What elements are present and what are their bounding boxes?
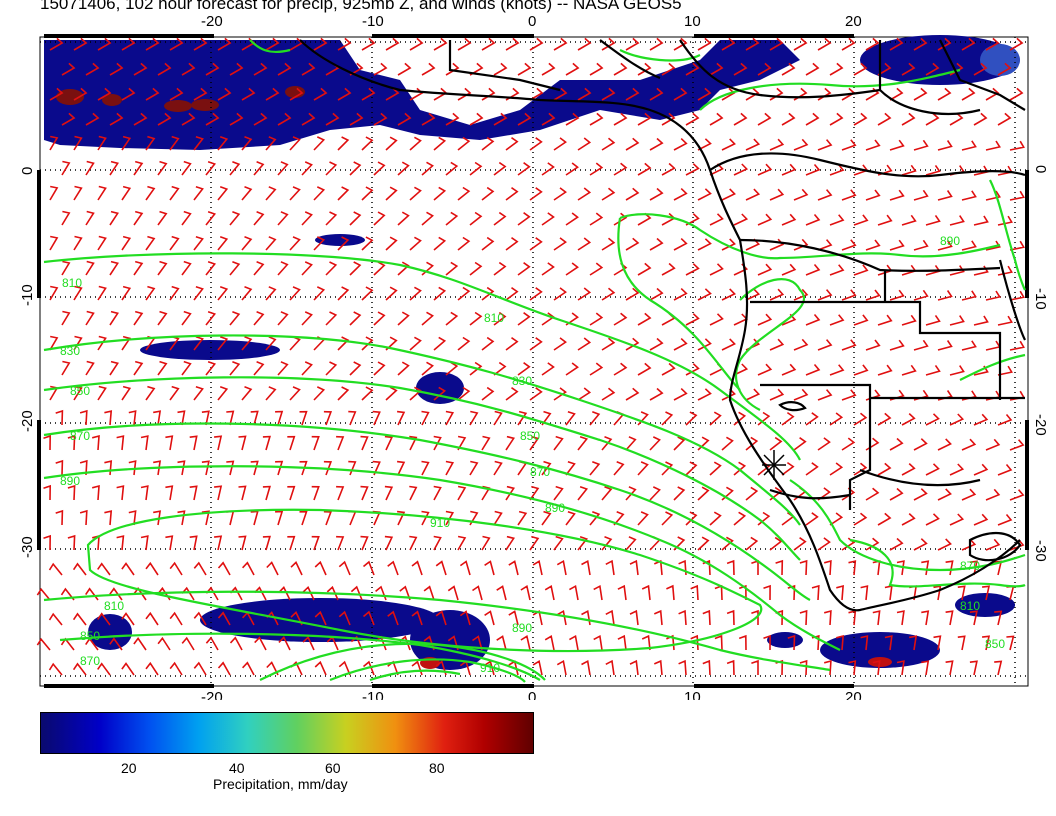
contour-label: 910: [480, 661, 500, 675]
lat-ticks-left: 0 -10 -20 -30: [19, 167, 36, 558]
colorbar-tick: 80: [429, 760, 445, 776]
contour-label: 830: [512, 374, 532, 388]
contour-label: 850: [80, 629, 100, 643]
coastlines-borders: [299, 39, 1026, 612]
lon-tick-top: 0: [528, 13, 536, 30]
lat-tick-right: -30: [1032, 540, 1049, 562]
contour-label: 870: [530, 465, 550, 479]
axis-edge-bars: [37, 34, 1029, 688]
wind-barb-set: [36, 37, 1025, 676]
lon-tick-top: -10: [362, 13, 384, 30]
colorbar-title: Precipitation, mm/day: [213, 776, 348, 792]
colorbar-tick: 40: [229, 760, 245, 776]
lat-tick-right: 0: [1032, 165, 1049, 173]
contour-label: 890: [60, 474, 80, 488]
lon-tick-top: 10: [684, 13, 701, 30]
lat-tick-left: -10: [19, 284, 36, 306]
colorbar-tick: 60: [325, 760, 341, 776]
lon-tick-bottom: 0: [528, 689, 536, 700]
graticule: [40, 37, 1028, 686]
lon-ticks-bottom: -20 -10 0 10 20: [201, 689, 862, 700]
contour-label: 810: [484, 311, 504, 325]
contour-label: 810: [960, 599, 980, 613]
contour-label: 850: [70, 384, 90, 398]
forecast-map[interactable]: 810 830 850 870 890 910 810 830 850 870 …: [0, 0, 1056, 700]
lon-tick-bottom: 20: [845, 689, 862, 700]
contour-label: 890: [512, 621, 532, 635]
lat-tick-right: -10: [1032, 288, 1049, 310]
lon-tick-bottom: -10: [362, 689, 384, 700]
contour-labels: 810 830 850 870 890 910 810 830 850 870 …: [60, 234, 1005, 675]
lon-tick-top: 20: [845, 13, 862, 30]
contour-label: 910: [430, 516, 450, 530]
precipitation-field: [44, 35, 1020, 670]
contour-label: 870: [70, 429, 90, 443]
colorbar-tick: 20: [121, 760, 137, 776]
height-contours: [43, 39, 1026, 683]
precip-colorbar: [40, 712, 534, 754]
lon-tick-bottom: 10: [684, 689, 701, 700]
wind-barbs: [36, 37, 1025, 676]
contour-label: 890: [940, 234, 960, 248]
location-star-icon: [762, 450, 786, 480]
lat-ticks-right: 0 -10 -20 -30: [1032, 165, 1049, 562]
map-title: 15071406, 102 hour forecast for precip, …: [40, 0, 682, 13]
lat-tick-left: 0: [19, 167, 36, 175]
contour-label: 870: [960, 559, 980, 573]
contour-label: 830: [60, 344, 80, 358]
contour-label: 890: [545, 501, 565, 515]
contour-label: 810: [104, 599, 124, 613]
lat-tick-left: -30: [19, 536, 36, 558]
lat-tick-left: -20: [19, 410, 36, 432]
contour-label: 850: [520, 429, 540, 443]
lon-tick-top: -20: [201, 13, 223, 30]
lat-tick-right: -20: [1032, 414, 1049, 436]
contour-label: 870: [80, 654, 100, 668]
lon-ticks-top: -20 -10 0 10 20: [201, 13, 862, 30]
contour-label: 810: [62, 276, 82, 290]
contour-label: 850: [985, 637, 1005, 651]
lon-tick-bottom: -20: [201, 689, 223, 700]
